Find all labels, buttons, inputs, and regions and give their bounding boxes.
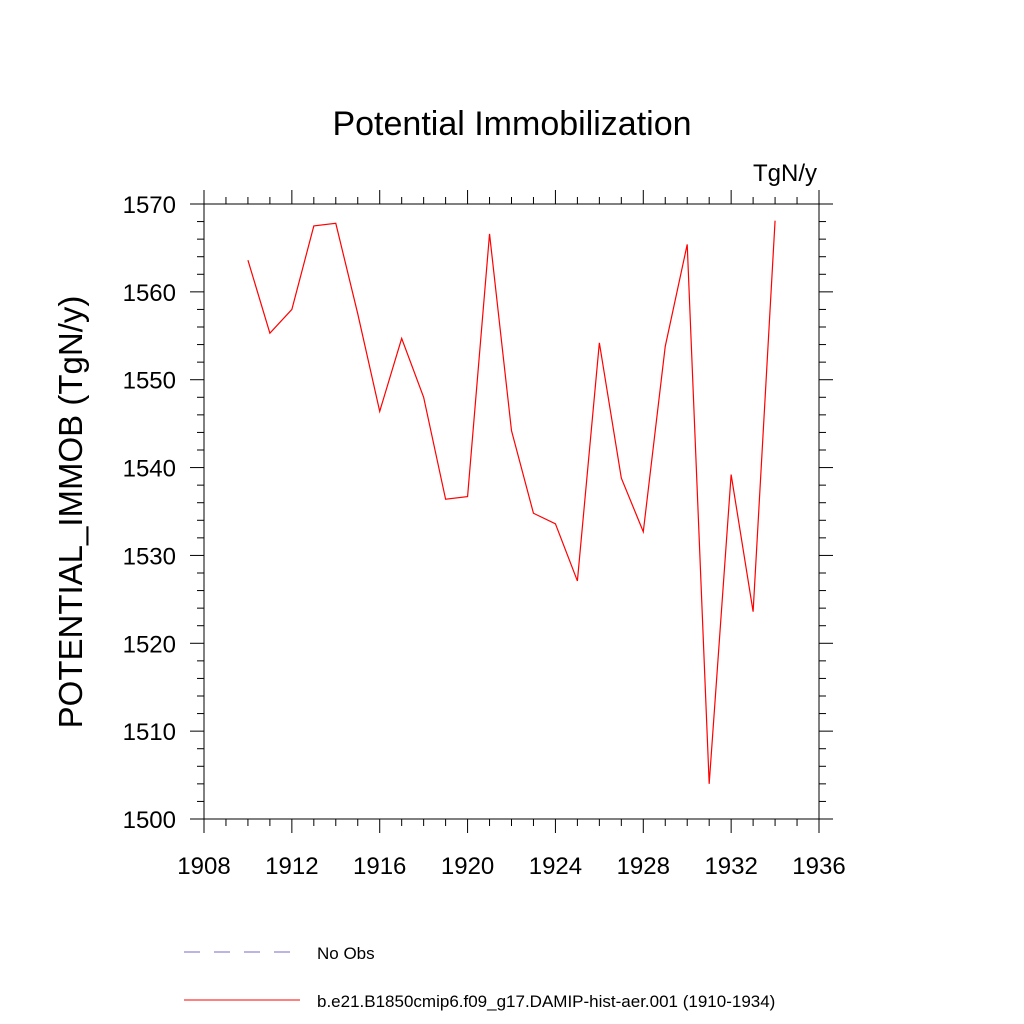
- legend-label-no-obs: No Obs: [317, 944, 375, 963]
- plot-frame: [203, 203, 820, 820]
- y-tick-label: 1540: [123, 456, 176, 483]
- y-tick-label: 1560: [123, 280, 176, 307]
- y-tick-label: 1570: [123, 192, 176, 219]
- legend-label-model-run: b.e21.B1850cmip6.f09_g17.DAMIP-hist-aer.…: [317, 992, 775, 1011]
- y-tick-label: 1520: [123, 631, 176, 658]
- x-tick-label: 1916: [353, 853, 406, 880]
- x-tick-label: 1920: [441, 853, 494, 880]
- legend: No Obs b.e21.B1850cmip6.f09_g17.DAMIP-hi…: [184, 944, 775, 1011]
- x-tick-label: 1932: [704, 853, 757, 880]
- units-label: TgN/y: [753, 160, 817, 187]
- y-axis-label: POTENTIAL_IMMOB (TgN/y): [52, 296, 89, 729]
- x-tick-label: 1924: [529, 853, 582, 880]
- y-tick-label: 1500: [123, 807, 176, 834]
- x-tick-label: 1912: [265, 853, 318, 880]
- x-tick-label: 1908: [177, 853, 230, 880]
- chart-title: Potential Immobilization: [332, 105, 691, 143]
- x-tick-label: 1936: [792, 853, 845, 880]
- series-line-0: [247, 220, 776, 784]
- y-tick-label: 1550: [123, 368, 176, 395]
- series-layer: [247, 220, 776, 784]
- y-tick-label: 1510: [123, 719, 176, 746]
- tick-labels: 1908 1912 1916 1920 1924 1928 1932 1936 1500 1510…: [123, 192, 846, 880]
- axis-ticks: [190, 190, 833, 833]
- x-tick-label: 1928: [617, 853, 670, 880]
- y-tick-label: 1530: [123, 543, 176, 570]
